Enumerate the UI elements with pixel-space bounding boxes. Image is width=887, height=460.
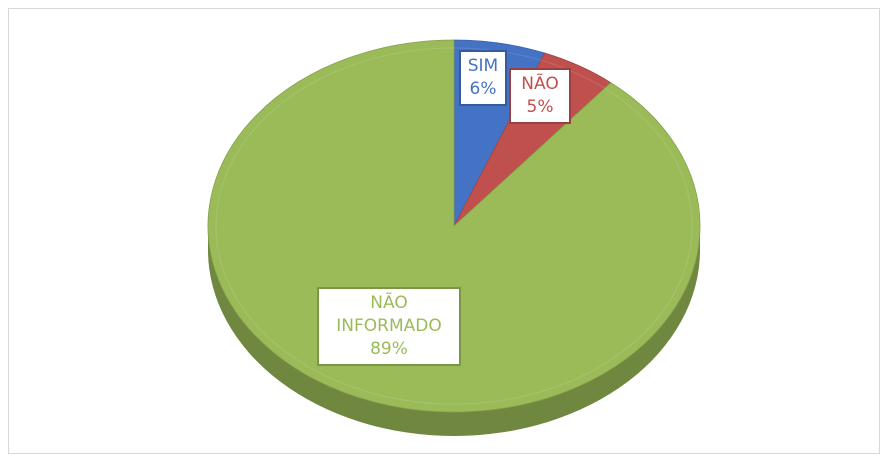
chart-frame xyxy=(8,8,880,454)
category-label: NÃO xyxy=(521,74,559,94)
data-label: SIM 6% xyxy=(459,50,507,106)
value-label: 6% xyxy=(469,79,497,99)
data-label: NÃO INFORMADO 89% xyxy=(317,287,461,366)
category-label: SIM xyxy=(467,56,499,76)
value-label: 5% xyxy=(526,97,554,117)
category-label: NÃO INFORMADO xyxy=(336,293,442,336)
value-label: 89% xyxy=(370,339,408,359)
pie-highlight xyxy=(215,47,693,405)
data-label: NÃO 5% xyxy=(509,68,571,124)
